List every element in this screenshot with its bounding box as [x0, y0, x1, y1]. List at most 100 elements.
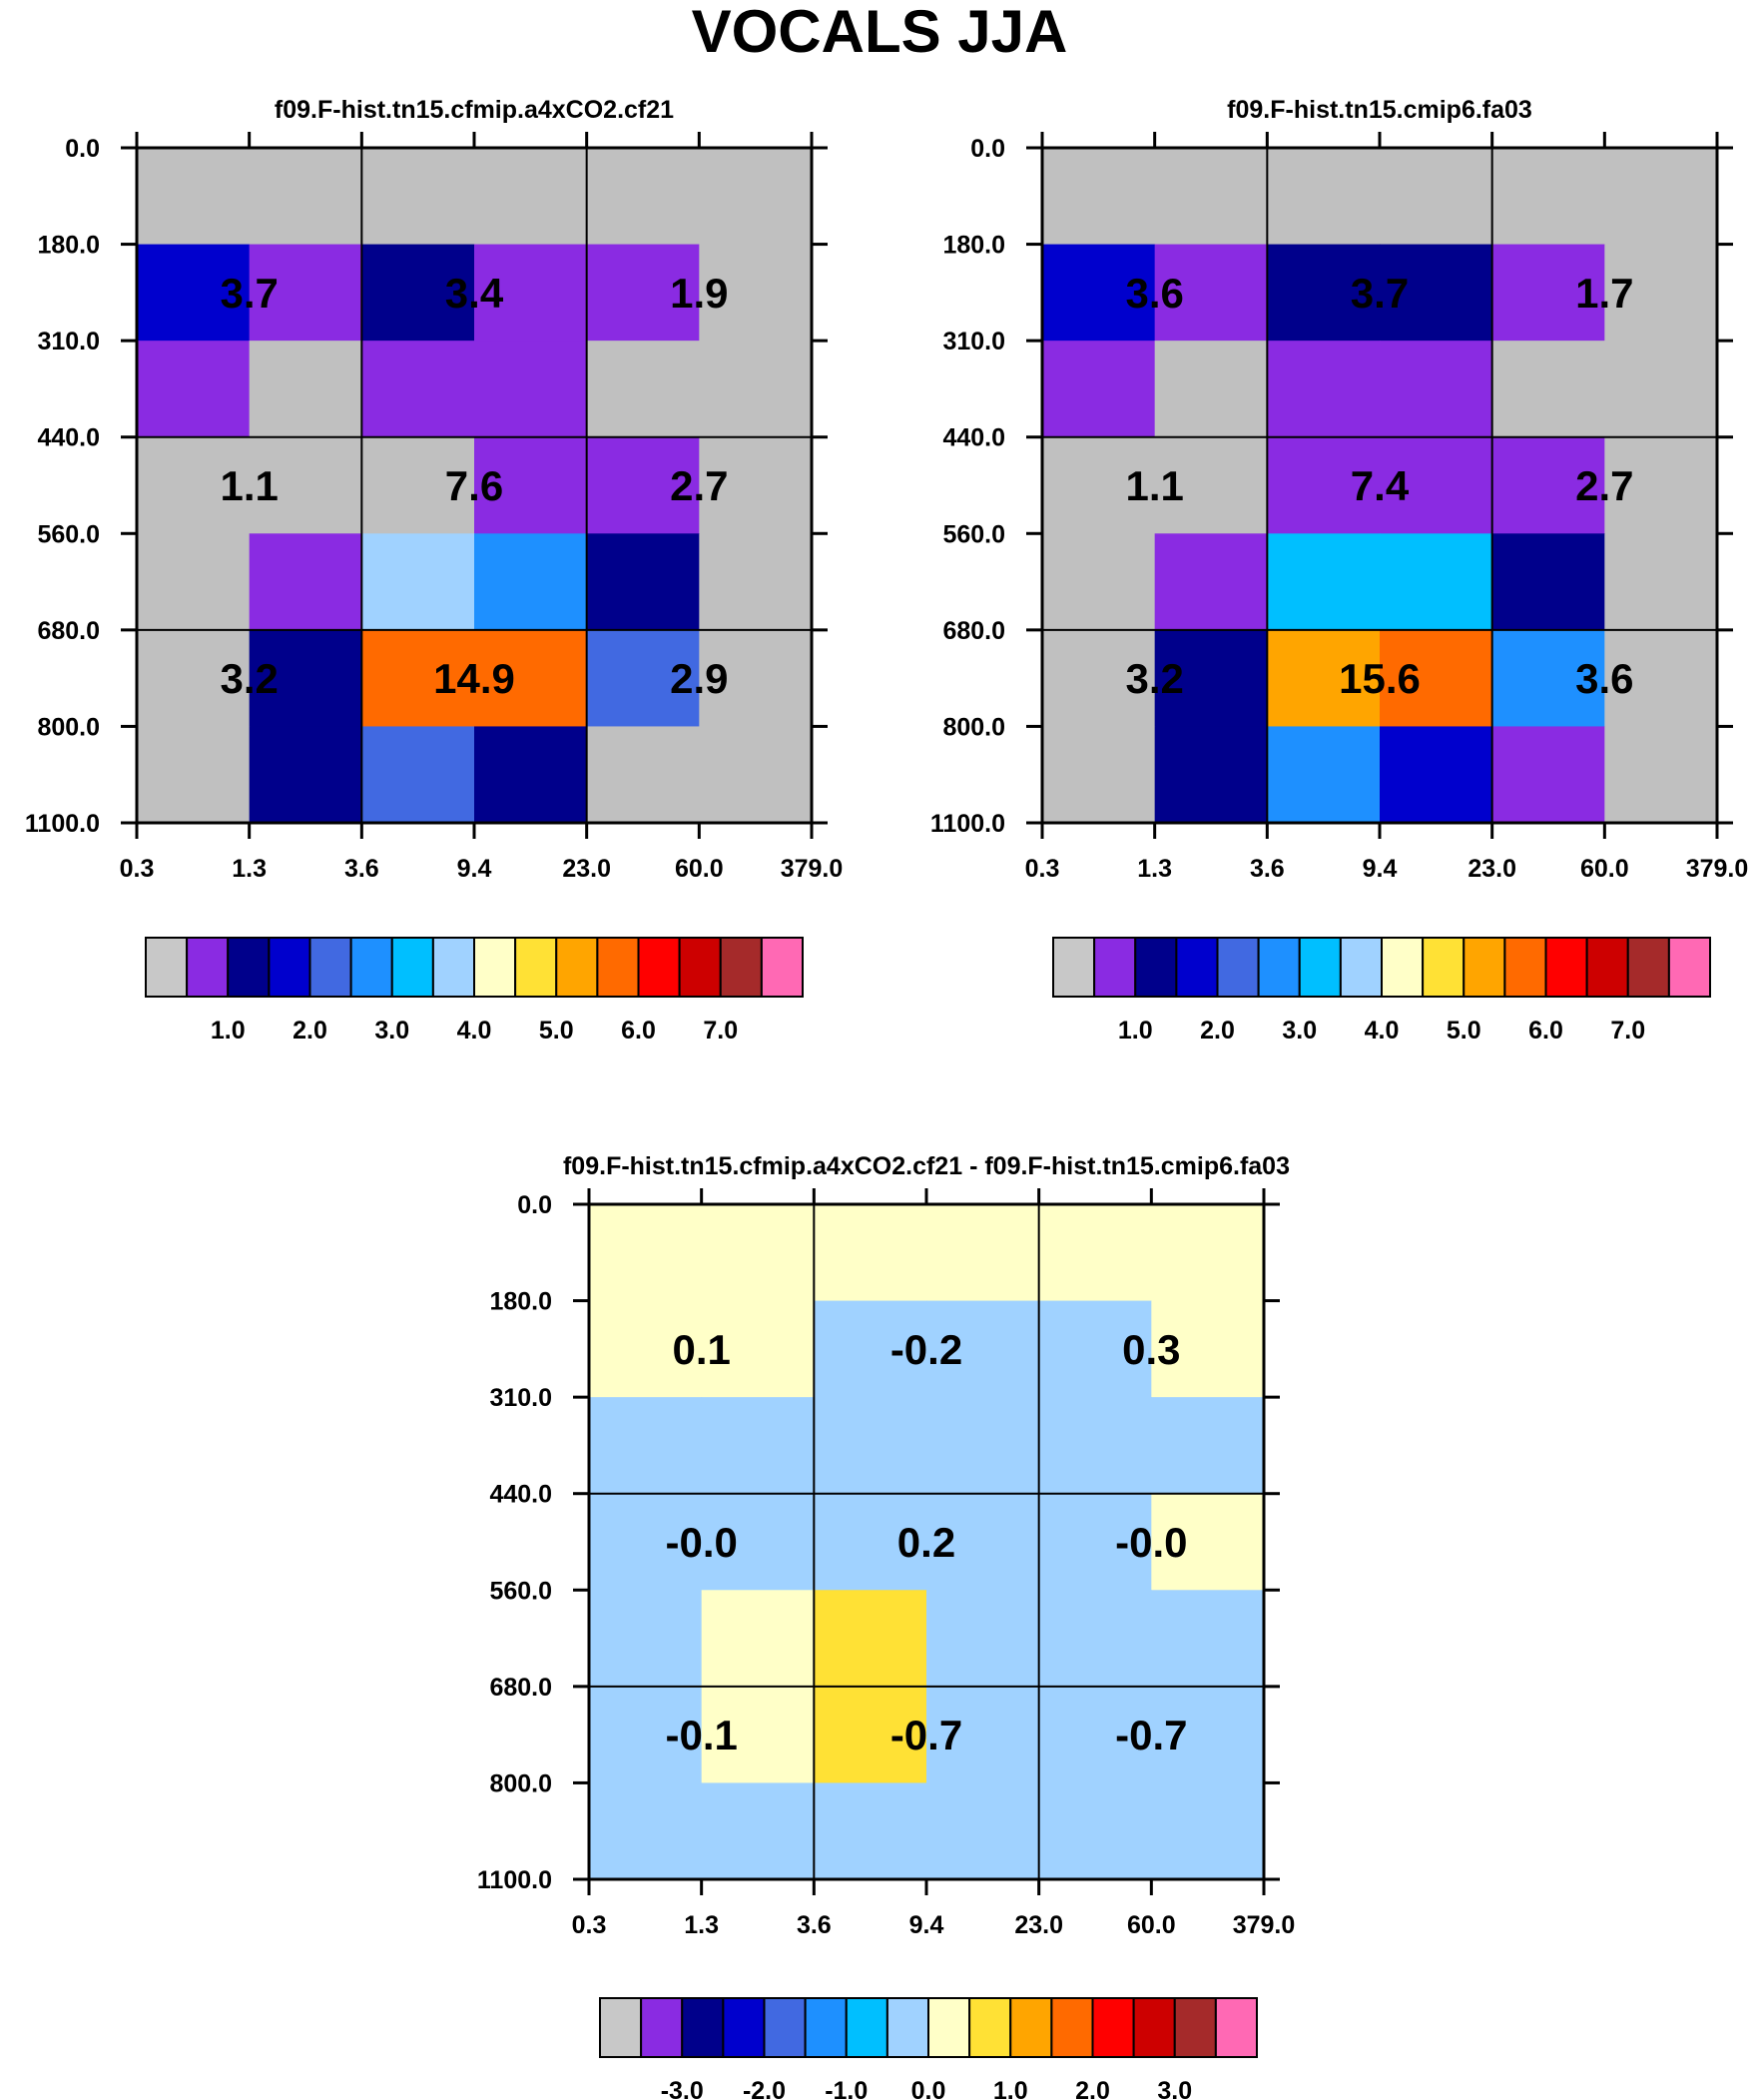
cell: [1151, 1686, 1265, 1784]
x-tick-label: 23.0: [1014, 1911, 1063, 1939]
block-value-label: 0.3: [1122, 1326, 1180, 1373]
cell: [814, 1300, 927, 1398]
cell: [1042, 629, 1156, 728]
panel-1: f09.F-hist.tn15.cfmip.a4xCO2.cf21 0.0 180.…: [25, 96, 843, 1045]
cell: [1038, 1397, 1152, 1495]
cell: [701, 1493, 815, 1591]
cell: [699, 244, 813, 342]
cell: [1042, 341, 1156, 438]
colorbar-box: [1091, 1997, 1135, 2058]
cell: [586, 244, 700, 342]
colorbar-box: [1050, 1997, 1094, 2058]
colorbar-label: 6.0: [1528, 1017, 1563, 1045]
y-tick-label: 440.0: [942, 424, 1005, 452]
block-value-label: 3.4: [445, 270, 504, 317]
y-tick-label: 560.0: [942, 520, 1005, 548]
x-tick-label: 379.0: [1233, 1911, 1296, 1939]
colorbar-label: 2.0: [1200, 1017, 1235, 1045]
cell: [926, 1300, 1040, 1398]
cell: [1380, 436, 1493, 534]
block-value-label: 3.6: [1575, 655, 1633, 702]
cell: [1267, 629, 1381, 728]
cell: [589, 1590, 703, 1688]
cell: [1604, 148, 1718, 246]
cell: [1380, 533, 1493, 631]
block-value-label: 3.7: [1351, 270, 1409, 317]
cell: [1154, 244, 1268, 342]
cell: [926, 1590, 1040, 1688]
cell: [361, 341, 475, 438]
cell: [1491, 341, 1605, 438]
block-value-label: -0.7: [890, 1712, 962, 1758]
colorbar-box: [1257, 937, 1301, 998]
block-value-label: -0.2: [890, 1326, 962, 1373]
panel-2: f09.F-hist.tn15.cmip6.fa03 0.0 180.0 310.0 4…: [930, 96, 1748, 1045]
colorbar-label: -1.0: [825, 2077, 868, 2100]
colorbar-label: 4.0: [1365, 1017, 1400, 1045]
cell: [137, 148, 251, 246]
cell: [586, 148, 700, 246]
y-tick-label: 440.0: [37, 424, 100, 452]
cell: [699, 726, 813, 824]
cell: [814, 1493, 927, 1591]
cell: [699, 629, 813, 728]
cell: [1604, 533, 1718, 631]
cell: [1604, 341, 1718, 438]
x-tick-label: 60.0: [1580, 855, 1629, 883]
colorbar-box: [1132, 1997, 1176, 2058]
colorbar-label: 1.0: [1118, 1017, 1153, 1045]
cell: [1267, 436, 1381, 534]
cell: [1042, 533, 1156, 631]
block-value-label: 1.1: [220, 462, 278, 509]
cell: [1154, 148, 1268, 246]
cell: [1038, 1686, 1152, 1784]
colorbar-box: [1298, 937, 1342, 998]
cell: [1154, 533, 1268, 631]
colorbar-box: [1339, 937, 1383, 998]
colorbar-box: [1173, 1997, 1217, 2058]
y-tick-label: 310.0: [489, 1384, 552, 1412]
y-tick-label: 1100.0: [25, 810, 100, 838]
colorbar-label: 3.0: [1282, 1017, 1317, 1045]
colorbar-label: 3.0: [1157, 2077, 1192, 2100]
cell: [137, 533, 251, 631]
y-tick-label: 0.0: [970, 135, 1005, 163]
colorbar-box: [1463, 937, 1506, 998]
y-tick-label: 680.0: [942, 617, 1005, 645]
cell: [1151, 1300, 1265, 1398]
cell: [586, 629, 700, 728]
cell: [474, 148, 588, 246]
cell: [589, 1493, 703, 1591]
block-value-label: 1.9: [670, 270, 728, 317]
cell: [1151, 1590, 1265, 1688]
colorbar-box: [763, 1997, 807, 2058]
y-tick-label: 1100.0: [930, 810, 1005, 838]
colorbar-box: [1216, 937, 1260, 998]
cell: [586, 436, 700, 534]
cell: [1267, 148, 1381, 246]
colorbar-box: [186, 937, 230, 998]
colorbar-box: [555, 937, 599, 998]
cell: [586, 533, 700, 631]
colorbar-box: [1544, 937, 1588, 998]
y-tick-label: 1100.0: [477, 1866, 552, 1894]
cell: [361, 148, 475, 246]
block-value-label: 3.2: [1125, 655, 1183, 702]
y-tick-label: 310.0: [37, 328, 100, 355]
cell: [1042, 148, 1156, 246]
cell: [474, 244, 588, 342]
colorbar-label: 0.0: [911, 2077, 946, 2100]
colorbar-box: [1585, 937, 1629, 998]
cell: [361, 533, 475, 631]
colorbar-box: [1503, 937, 1547, 998]
cell: [249, 148, 362, 246]
cell: [926, 1686, 1040, 1784]
colorbar-box: [722, 1997, 766, 2058]
block-value-label: 7.4: [1351, 462, 1410, 509]
cell: [361, 726, 475, 824]
colorbar-box: [308, 937, 352, 998]
colorbar-label: 4.0: [457, 1017, 492, 1045]
colorbar-box: [431, 937, 475, 998]
cell: [1151, 1493, 1265, 1591]
cell: [814, 1590, 927, 1688]
